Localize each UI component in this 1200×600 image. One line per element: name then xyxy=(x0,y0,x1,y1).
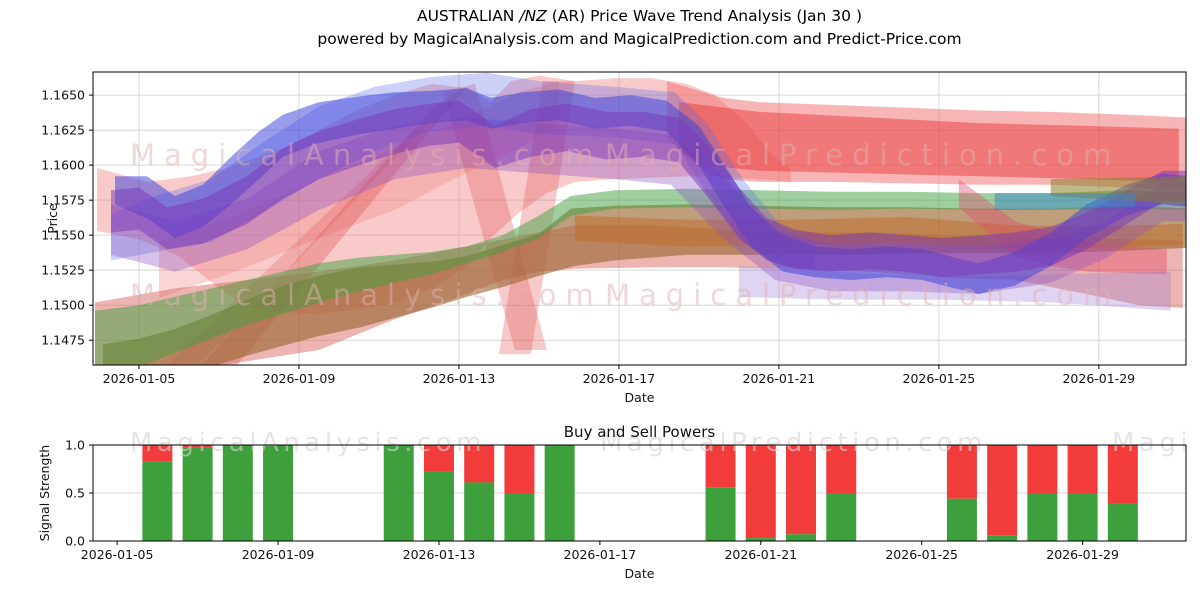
sell-bar-segment xyxy=(786,445,817,535)
signal-watermarks: MagicalAnalysis.com MagicalPrediction.com… xyxy=(130,428,1200,458)
y-tick-label: 1.1625 xyxy=(41,123,85,138)
x-tick-label: 2026-01-13 xyxy=(403,547,476,562)
price-y-axis-label: Price xyxy=(45,203,60,234)
x-tick-label: 2026-01-21 xyxy=(743,371,816,386)
buy-bar-segment xyxy=(464,482,495,541)
watermark-text: MagicalAnalysis.com xyxy=(130,138,603,172)
y-tick-label: 1.1600 xyxy=(41,158,85,173)
x-tick-label: 2026-01-09 xyxy=(242,547,315,562)
watermark-text: MagicalAnalysis.com xyxy=(130,278,603,312)
buy-bar-segment xyxy=(1067,493,1098,541)
x-tick-label: 2026-01-13 xyxy=(423,371,496,386)
sell-bar-segment xyxy=(1107,445,1138,504)
price-band-strip-teal-right xyxy=(994,193,1135,210)
buy-bar-segment xyxy=(263,445,294,541)
y-tick-label: 1.1550 xyxy=(41,228,85,243)
price-plot-frame xyxy=(92,71,1187,366)
price-band-band-crimson-right xyxy=(678,102,1179,182)
buy-bar-segment xyxy=(1107,503,1138,541)
x-tick-label: 2026-01-09 xyxy=(263,371,336,386)
sell-bar-segment xyxy=(946,445,977,499)
title-prefix: AUSTRALIAN xyxy=(416,7,520,25)
buy-bar-segment xyxy=(826,493,857,541)
page-subtitle: powered by MagicalAnalysis.com and Magic… xyxy=(317,30,962,48)
x-tick-label: 2026-01-25 xyxy=(885,547,958,562)
y-tick-label: 0.0 xyxy=(65,534,85,549)
y-tick-label: 0.5 xyxy=(65,486,85,501)
buy-bar-segment xyxy=(705,487,736,541)
sell-bar-segment xyxy=(1067,445,1098,493)
x-tick-label: 2026-01-17 xyxy=(564,547,637,562)
buy-bar-segment xyxy=(1027,493,1058,541)
sell-bar-segment xyxy=(142,445,173,462)
price-band-band-purple-main xyxy=(111,100,1186,278)
signal-x-axis-label: Date xyxy=(625,566,655,581)
signal-chart-title: Buy and Sell Powers xyxy=(564,423,716,441)
buy-bar-segment xyxy=(946,498,977,541)
y-tick-label: 1.1500 xyxy=(41,298,85,313)
y-tick-label: 1.1575 xyxy=(41,193,85,208)
price-chart: MagicalAnalysis.com MagicalPrediction.com… xyxy=(41,71,1187,405)
buy-bar-segment xyxy=(987,535,1018,541)
y-tick-label: 1.1650 xyxy=(41,88,85,103)
x-tick-label: 2026-01-29 xyxy=(1046,547,1119,562)
price-band-diag-red-2 xyxy=(442,83,547,351)
x-tick-label: 2026-01-25 xyxy=(903,371,976,386)
sell-bar-segment xyxy=(745,445,776,539)
buy-bar-segment xyxy=(745,538,776,541)
buy-bar-segment xyxy=(544,445,575,541)
x-tick-label: 2026-01-17 xyxy=(583,371,656,386)
sell-bar-segment xyxy=(423,445,454,472)
buy-bar-segment xyxy=(423,471,454,541)
buy-bar-segment xyxy=(383,445,414,541)
sell-bar-segment xyxy=(182,445,213,448)
page-title: AUSTRALIAN /NZ (AR) Price Wave Trend Ana… xyxy=(93,7,1186,25)
x-tick-label: 2026-01-05 xyxy=(81,547,154,562)
y-tick-label: 1.1475 xyxy=(41,333,85,348)
signal-chart: MagicalAnalysis.com MagicalPrediction.com… xyxy=(37,423,1200,581)
sell-bar-segment xyxy=(705,445,736,488)
watermark-text: MagicalPrediction.com xyxy=(600,428,987,458)
buy-bar-segment xyxy=(142,461,173,541)
y-tick-label: 1.1525 xyxy=(41,263,85,278)
sell-bar-segment xyxy=(987,445,1018,536)
sell-bar-segment xyxy=(826,445,857,493)
buy-bar-segment xyxy=(504,493,535,541)
y-tick-label: 1.0 xyxy=(65,438,85,453)
price-wave-bands xyxy=(95,72,1186,365)
title-suffix: (AR) Price Wave Trend Analysis (Jan 30 ) xyxy=(546,7,862,25)
watermark-text: MagicalPrediction.com xyxy=(605,138,1120,172)
watermark-text: MagicalPrediction.com xyxy=(605,278,1120,312)
x-tick-label: 2026-01-29 xyxy=(1062,371,1135,386)
x-tick-label: 2026-01-21 xyxy=(724,547,797,562)
watermark-text: MagicalAnalysis.com xyxy=(1112,428,1200,458)
price-tick-marks xyxy=(89,94,1100,369)
signal-y-axis-label: Signal Strength xyxy=(37,445,52,541)
buy-bar-segment xyxy=(182,447,213,541)
price-watermarks: MagicalAnalysis.com MagicalPrediction.com… xyxy=(130,138,1120,312)
signal-bars xyxy=(142,445,1138,541)
price-x-axis-label: Date xyxy=(625,390,655,405)
sell-bar-segment xyxy=(1027,445,1058,493)
title-symbol: /NZ xyxy=(519,7,547,25)
buy-bar-segment xyxy=(222,445,253,541)
x-tick-label: 2026-01-05 xyxy=(103,371,176,386)
buy-bar-segment xyxy=(786,534,817,541)
sell-bar-segment xyxy=(464,445,495,483)
watermark-text: MagicalAnalysis.com xyxy=(130,428,486,458)
signal-tick-marks xyxy=(89,444,1084,545)
sell-bar-segment xyxy=(504,445,535,493)
